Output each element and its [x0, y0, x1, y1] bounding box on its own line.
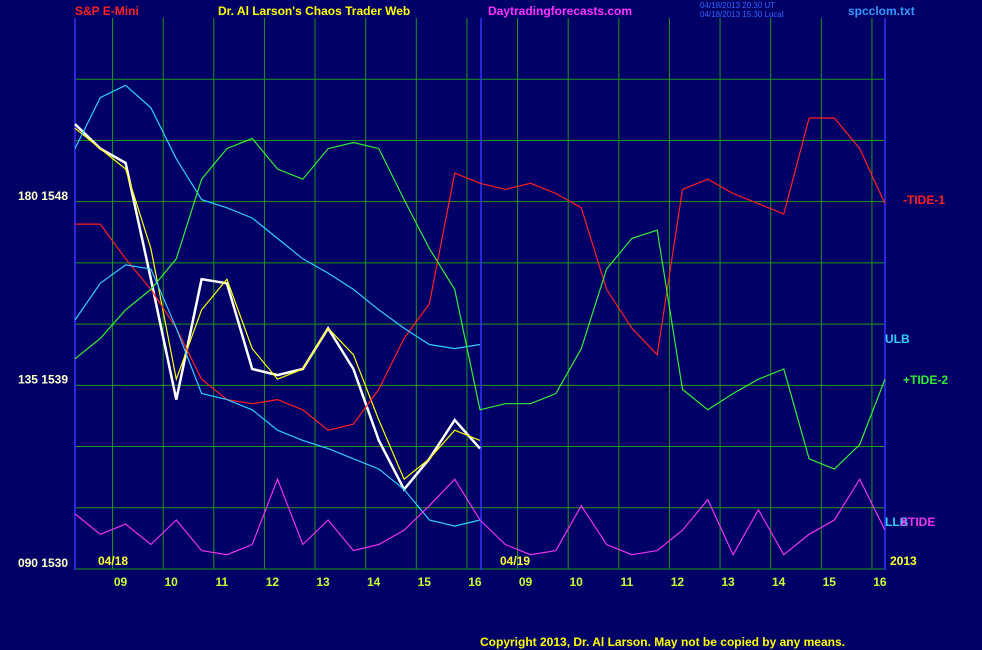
y-tick-label: 135 1539 [18, 373, 68, 387]
year-label: 2013 [890, 554, 917, 568]
date-label: 04/18 [98, 554, 128, 568]
x-tick-label: 12 [266, 575, 280, 589]
x-tick-label: 16 [468, 575, 482, 589]
x-tick-label: 13 [721, 575, 735, 589]
series-line [75, 117, 886, 431]
series-line [74, 137, 886, 470]
series-label: -TIDE-1 [903, 193, 945, 207]
x-tick-label: 10 [570, 575, 584, 589]
grid [75, 18, 885, 570]
series-line [74, 264, 481, 527]
x-tick-label: 09 [114, 575, 128, 589]
x-tick-label: 09 [519, 575, 533, 589]
x-tick-label: 15 [418, 575, 432, 589]
x-tick-label: 14 [367, 575, 381, 589]
series-label: +TIDE-2 [903, 373, 948, 387]
series-line [74, 477, 886, 557]
series-line [74, 127, 481, 481]
timestamp-ut: 04/18/2013 20:30 UT [700, 1, 775, 10]
instrument: S&P E-Mini [75, 4, 139, 18]
series-line [74, 84, 481, 350]
x-tick-label: 13 [316, 575, 330, 589]
x-tick-label: 10 [165, 575, 179, 589]
series-label: LLB [885, 515, 909, 529]
y-tick-label: 090 1530 [18, 556, 68, 570]
date-label: 04/19 [500, 554, 530, 568]
x-tick-label: 11 [620, 575, 633, 589]
chart-title: Dr. Al Larson's Chaos Trader Web [218, 4, 410, 18]
x-tick-label: 11 [215, 575, 228, 589]
timestamp-local: 04/18/2013 15:30 Local [700, 10, 784, 19]
website: Daytradingforecasts.com [488, 4, 632, 18]
copyright: Copyright 2013, Dr. Al Larson. May not b… [480, 635, 845, 649]
series-label: XTIDE [900, 515, 935, 529]
y-tick-label: 180 1548 [18, 189, 68, 203]
series-line [74, 123, 481, 492]
x-tick-label: 15 [823, 575, 837, 589]
plot [74, 84, 886, 557]
file-name: spcclom.txt [848, 4, 915, 18]
x-tick-label: 16 [873, 575, 887, 589]
series-label: ULB [885, 332, 910, 346]
x-tick-label: 12 [671, 575, 685, 589]
x-tick-label: 14 [772, 575, 786, 589]
